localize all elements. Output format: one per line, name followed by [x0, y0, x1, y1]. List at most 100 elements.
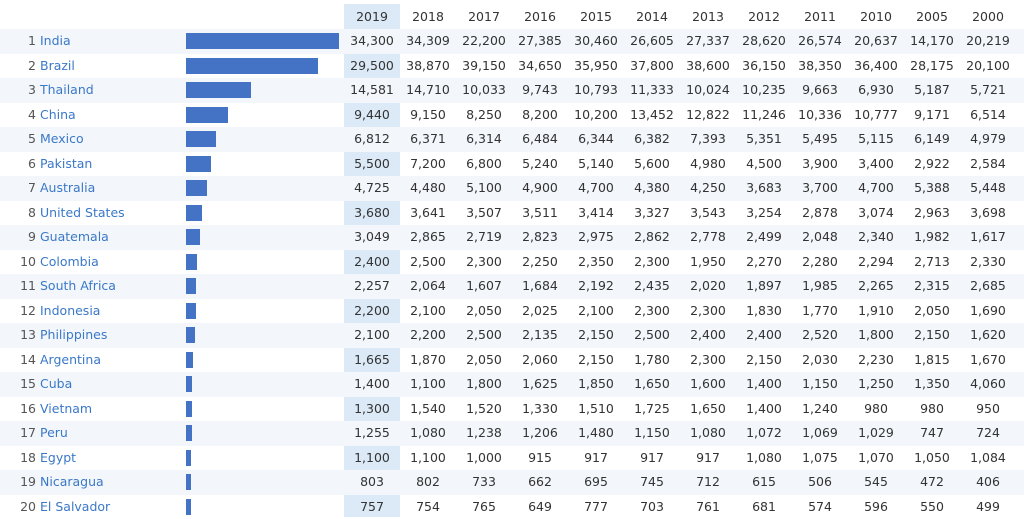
value-cell-2014: 745	[624, 470, 680, 495]
value-cell-2016: 2,060	[512, 348, 568, 373]
country-link[interactable]: United States	[40, 201, 125, 226]
value-cell-2010: 3,400	[848, 152, 904, 177]
rank-cell: 1	[0, 29, 36, 54]
value-cell-2012: 1,400	[736, 372, 792, 397]
value-cell-2018: 34,309	[400, 29, 456, 54]
year-header-2000[interactable]: 2000	[960, 4, 1016, 29]
value-cell-2014: 2,500	[624, 323, 680, 348]
country-link[interactable]: Nicaragua	[40, 470, 104, 495]
value-cell-2000: 3,698	[960, 201, 1016, 226]
value-cell-2018: 7,200	[400, 152, 456, 177]
country-link[interactable]: Cuba	[40, 372, 72, 397]
value-cell-2018: 38,870	[400, 54, 456, 79]
value-cell-2010: 1,070	[848, 446, 904, 471]
value-bar	[186, 180, 207, 196]
value-cell-2018: 9,150	[400, 103, 456, 128]
country-link[interactable]: El Salvador	[40, 495, 110, 519]
value-cell-2019: 1,100	[344, 446, 400, 471]
value-cell-2014: 5,600	[624, 152, 680, 177]
value-cell-2018: 1,100	[400, 446, 456, 471]
value-cell-2019: 9,440	[344, 103, 400, 128]
value-cell-2019: 1,255	[344, 421, 400, 446]
year-header-2019[interactable]: 2019	[344, 4, 400, 29]
country-link[interactable]: Indonesia	[40, 299, 100, 324]
value-cell-2015: 2,100	[568, 299, 624, 324]
country-link[interactable]: Colombia	[40, 250, 99, 275]
value-cell-2016: 649	[512, 495, 568, 519]
value-cell-2012: 5,351	[736, 127, 792, 152]
value-bar	[186, 156, 211, 172]
country-link[interactable]: South Africa	[40, 274, 116, 299]
value-cell-2005: 2,315	[904, 274, 960, 299]
country-link[interactable]: Vietnam	[40, 397, 92, 422]
country-link[interactable]: Guatemala	[40, 225, 109, 250]
value-cell-2010: 2,265	[848, 274, 904, 299]
value-cell-2010: 2,230	[848, 348, 904, 373]
value-cell-2011: 2,048	[792, 225, 848, 250]
value-cell-2012: 3,254	[736, 201, 792, 226]
rank-cell: 3	[0, 78, 36, 103]
value-cell-2012: 2,150	[736, 348, 792, 373]
value-cell-2005: 6,149	[904, 127, 960, 152]
value-cell-2010: 36,400	[848, 54, 904, 79]
year-header-2010[interactable]: 2010	[848, 4, 904, 29]
value-bar	[186, 229, 200, 245]
country-link[interactable]: Pakistan	[40, 152, 92, 177]
value-cell-2019: 2,100	[344, 323, 400, 348]
year-header-2016[interactable]: 2016	[512, 4, 568, 29]
value-cell-2019: 34,300	[344, 29, 400, 54]
year-header-2014[interactable]: 2014	[624, 4, 680, 29]
value-cell-2012: 615	[736, 470, 792, 495]
year-header-2005[interactable]: 2005	[904, 4, 960, 29]
value-cell-2018: 1,870	[400, 348, 456, 373]
year-header-2013[interactable]: 2013	[680, 4, 736, 29]
country-link[interactable]: India	[40, 29, 71, 54]
rank-cell: 11	[0, 274, 36, 299]
year-header-2011[interactable]: 2011	[792, 4, 848, 29]
value-cell-2015: 1,850	[568, 372, 624, 397]
country-link[interactable]: Mexico	[40, 127, 84, 152]
rank-cell: 18	[0, 446, 36, 471]
value-cell-2017: 1,238	[456, 421, 512, 446]
country-link[interactable]: Argentina	[40, 348, 101, 373]
value-cell-2010: 596	[848, 495, 904, 519]
value-cell-2016: 8,200	[512, 103, 568, 128]
country-link[interactable]: Philippines	[40, 323, 107, 348]
country-link[interactable]: Thailand	[40, 78, 94, 103]
value-cell-2017: 22,200	[456, 29, 512, 54]
year-header-2018[interactable]: 2018	[400, 4, 456, 29]
value-cell-2015: 3,414	[568, 201, 624, 226]
value-cell-2017: 6,314	[456, 127, 512, 152]
country-link[interactable]: China	[40, 103, 76, 128]
country-link[interactable]: Australia	[40, 176, 95, 201]
value-cell-2015: 10,200	[568, 103, 624, 128]
value-cell-2011: 2,520	[792, 323, 848, 348]
value-cell-2017: 2,719	[456, 225, 512, 250]
country-link[interactable]: Peru	[40, 421, 68, 446]
value-cell-2000: 1,670	[960, 348, 1016, 373]
value-cell-2012: 10,235	[736, 78, 792, 103]
value-cell-2005: 747	[904, 421, 960, 446]
value-cell-2015: 2,350	[568, 250, 624, 275]
value-cell-2017: 2,050	[456, 348, 512, 373]
value-cell-2013: 38,600	[680, 54, 736, 79]
country-link[interactable]: Brazil	[40, 54, 75, 79]
year-header-2012[interactable]: 2012	[736, 4, 792, 29]
value-cell-2018: 1,100	[400, 372, 456, 397]
rank-cell: 16	[0, 397, 36, 422]
value-cell-2005: 28,175	[904, 54, 960, 79]
value-cell-2016: 6,484	[512, 127, 568, 152]
year-header-2017[interactable]: 2017	[456, 4, 512, 29]
value-cell-2010: 1,029	[848, 421, 904, 446]
value-cell-2011: 3,900	[792, 152, 848, 177]
value-bar	[186, 131, 216, 147]
value-cell-2015: 2,975	[568, 225, 624, 250]
year-header-2015[interactable]: 2015	[568, 4, 624, 29]
value-cell-2016: 1,625	[512, 372, 568, 397]
country-link[interactable]: Egypt	[40, 446, 76, 471]
